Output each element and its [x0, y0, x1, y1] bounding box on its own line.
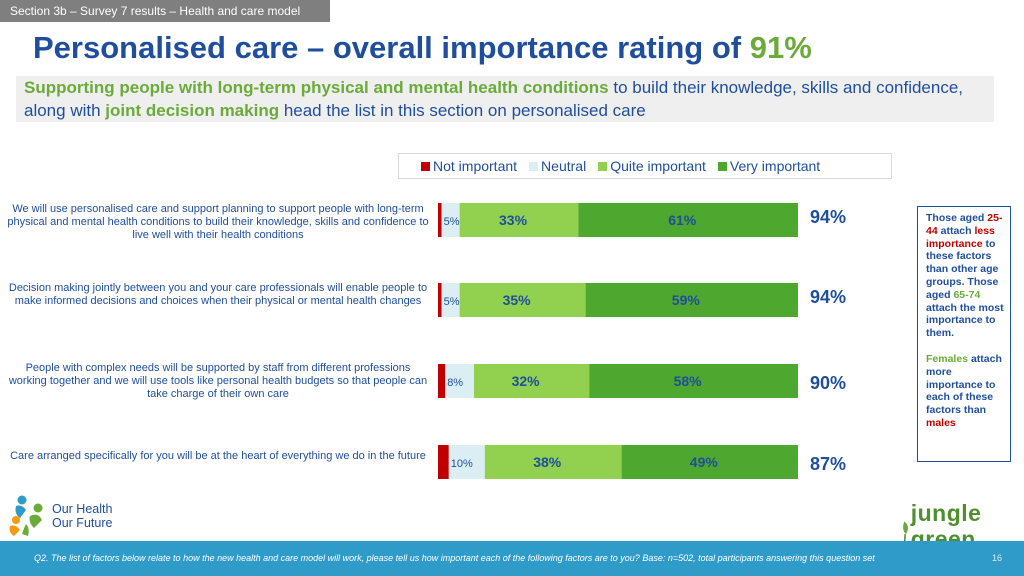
bar-value-label-neutral-4: 10% [451, 458, 473, 470]
title-percentage: 91% [749, 30, 812, 65]
section-tab: Section 3b – Survey 7 results – Health a… [0, 0, 330, 22]
bar-value-label-very-important-2: 59% [672, 292, 701, 308]
bar-value-label-neutral-3: 8% [447, 377, 463, 389]
legend-label: Quite important [610, 158, 706, 174]
bar-value-label-quite-important-3: 32% [512, 373, 541, 389]
category-label-2: Decision making jointly between you and … [8, 282, 428, 307]
stacked-bar-chart: 5% 33% 61% 94% 5% 35% 59% 94% 8% 32% 58% 90% 10% 38% 4… [438, 203, 846, 479]
legend-item-quite-important: Quite important [598, 158, 706, 174]
legend-swatch [529, 161, 539, 171]
total-importance-label-1: 94% [810, 207, 846, 227]
footer-question: Q2. The list of factors below relate to … [34, 553, 640, 563]
subtitle-highlight-2: joint decision making [105, 101, 280, 120]
ohof-line-1: Our Health [52, 502, 113, 516]
legend-item-very-important: Very important [717, 158, 821, 174]
note-text: attach [937, 224, 975, 237]
bar-segment-quite-important-3 [474, 364, 590, 398]
bar-segment-not-important-4 [438, 445, 449, 479]
bar-value-label-quite-important-1: 33% [499, 212, 528, 228]
total-importance-label-3: 90% [810, 373, 846, 393]
note-text: to these factors than other age groups. … [926, 237, 999, 301]
subtitle-banner: Supporting people with long-term physica… [16, 76, 994, 122]
category-label-3: People with complex needs will be suppor… [8, 362, 428, 400]
bar-segment-very-important-4 [621, 445, 798, 479]
bar-segment-neutral-3 [445, 364, 474, 398]
total-importance-label-4: 87% [810, 454, 846, 474]
legend-label: Neutral [541, 158, 587, 174]
page-title: Personalised care – overall importance r… [33, 30, 812, 66]
bar-segment-neutral-4 [448, 445, 485, 479]
bar-value-label-very-important-4: 49% [690, 454, 719, 470]
bar-segment-very-important-1 [578, 203, 798, 237]
total-importance-label-2: 94% [810, 287, 846, 307]
note-text: attach more importance to each of these … [926, 352, 1002, 417]
bar-segment-not-important-2 [438, 283, 442, 317]
bar-value-label-neutral-1: 5% [444, 216, 460, 228]
legend-item-neutral: Neutral [529, 158, 586, 174]
bar-segment-not-important-3 [438, 364, 446, 398]
demographic-note: Those aged 25-44 attach less importance … [917, 206, 1011, 462]
subtitle-text-1: to build their knowledge, skills and con… [24, 78, 964, 120]
our-health-our-future-logo: Our Health Our Future [8, 494, 112, 538]
legend-label: Not important [433, 158, 518, 174]
note-text: Those aged [926, 212, 988, 224]
bar-value-label-very-important-1: 61% [668, 212, 697, 228]
legend-label: Very important [729, 158, 821, 174]
bar-segment-neutral-1 [441, 203, 460, 237]
note-males: males [926, 416, 956, 429]
subtitle-highlight-1: Supporting people with long-term physica… [24, 78, 609, 97]
subtitle-text-2: head the list in this section on persona… [279, 101, 646, 120]
bar-segment-not-important-1 [438, 203, 442, 237]
note-age-group-high: 65-74 [953, 288, 981, 301]
note-text: attach the most importance to them. [926, 301, 1004, 340]
bar-segment-quite-important-1 [459, 203, 579, 237]
note-age-group-low: 25-44 [926, 212, 1003, 237]
bar-value-label-quite-important-2: 35% [503, 292, 532, 308]
bar-value-label-quite-important-4: 38% [533, 454, 562, 470]
bar-segment-very-important-3 [589, 364, 798, 398]
title-main: Personalised care – overall importance r… [33, 30, 750, 65]
legend-swatch [421, 161, 430, 171]
ohof-text: Our Health Our Future [52, 502, 112, 530]
bar-value-label-neutral-2: 5% [444, 296, 460, 308]
bar-value-label-very-important-3: 58% [674, 373, 703, 389]
category-label-4: Care arranged specifically for you will … [10, 450, 426, 462]
note-less-importance: less importance [926, 224, 995, 250]
legend-swatch [717, 161, 727, 171]
bar-segment-neutral-2 [441, 283, 460, 317]
legend-swatch [598, 161, 608, 171]
page-number: 16 [991, 553, 1002, 563]
people-logo-icon [9, 495, 43, 536]
bar-segment-quite-important-4 [484, 445, 622, 479]
chart-legend: Not important Neutral Quite important Ve… [398, 153, 892, 179]
footer-base: Base: n=502, total participants answerin… [639, 553, 875, 563]
footer-bar: Q2. The list of factors below relate to … [0, 541, 1024, 576]
bar-segment-quite-important-2 [459, 283, 586, 317]
ohof-line-2: Our Future [52, 516, 113, 530]
bar-segment-very-important-2 [585, 283, 798, 317]
note-females: Females [926, 352, 969, 365]
legend-item-not-important: Not important [421, 158, 517, 174]
category-label-1: We will use personalised care and suppor… [7, 203, 429, 241]
